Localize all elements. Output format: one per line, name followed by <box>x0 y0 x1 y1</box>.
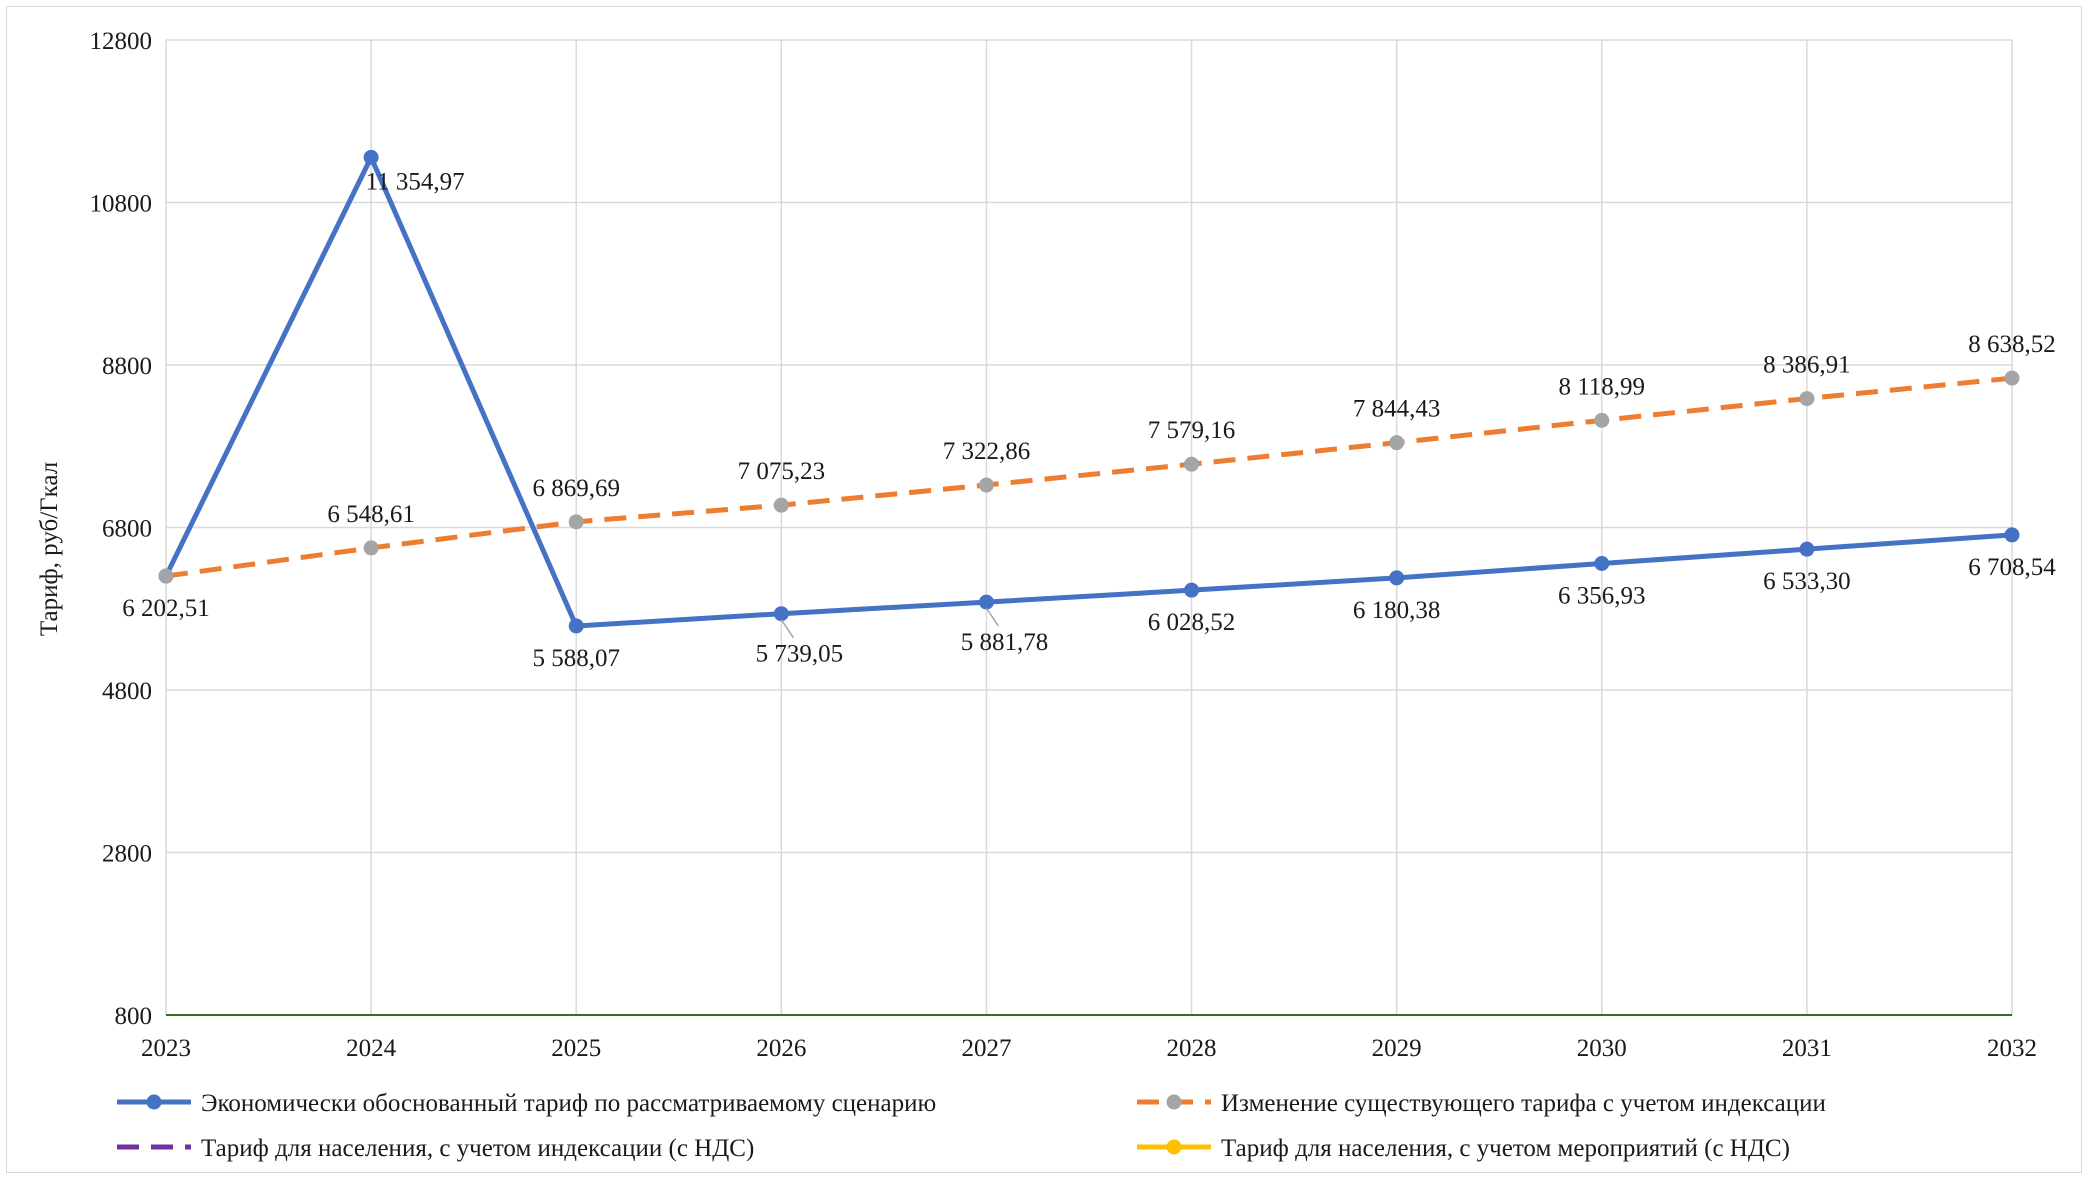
data-label: 7 322,86 <box>943 438 1031 465</box>
data-point <box>1389 435 1405 451</box>
data-label: 6 869,69 <box>532 475 620 502</box>
y-tick-label: 6800 <box>102 516 152 543</box>
data-labels: 6 202,51 11 354,97 5 588,07 5 739,05 5 881,7… <box>122 168 2056 672</box>
x-tick-label: 2027 <box>961 1035 1011 1062</box>
data-label: 6 028,52 <box>1148 609 1236 636</box>
data-point <box>1594 412 1610 428</box>
y-tick-label: 10800 <box>90 191 153 218</box>
series-line <box>165 375 2013 579</box>
data-label: 8 638,52 <box>1968 331 2056 358</box>
data-label: 7 844,43 <box>1353 396 1441 423</box>
x-tick-label: 2030 <box>1577 1035 1627 1062</box>
series-markers <box>158 149 2020 634</box>
data-label: 6 708,54 <box>1968 554 2056 581</box>
series-lines <box>163 154 2013 629</box>
data-point <box>158 568 174 584</box>
line-chart: 800 2800 4800 6800 8800 10800 12800 2023 2024 202… <box>36 28 2056 1162</box>
legend-label: Тариф для населения, с учетом индексации… <box>201 1135 754 1162</box>
data-label: 5 739,05 <box>756 641 844 668</box>
data-point <box>1184 582 1200 598</box>
data-point <box>363 540 379 556</box>
y-tick-label: 800 <box>115 1003 153 1030</box>
legend-item: Тариф для населения, с учетом индексации… <box>117 1135 754 1162</box>
data-point <box>773 606 789 622</box>
x-tick-label: 2023 <box>141 1035 191 1062</box>
legend-label: Экономически обоснованный тариф по рассм… <box>201 1090 936 1117</box>
data-label: 8 118,99 <box>1558 373 1645 400</box>
series-line <box>163 154 2013 629</box>
data-label: 6 533,30 <box>1763 568 1851 595</box>
data-label: 5 881,78 <box>961 629 1049 656</box>
legend-item: Изменение существующего тарифа с учетом … <box>1137 1090 1826 1117</box>
data-point <box>1799 541 1815 557</box>
data-point <box>773 497 789 513</box>
data-label: 6 202,51 <box>122 595 210 622</box>
data-point <box>363 149 379 165</box>
y-axis-title: Тариф, руб/Гкал <box>36 462 63 636</box>
x-tick-label: 2029 <box>1372 1035 1422 1062</box>
y-tick-label: 12800 <box>90 28 153 55</box>
x-tick-label: 2026 <box>756 1035 806 1062</box>
x-tick-label: 2025 <box>551 1035 601 1062</box>
legend-label: Изменение существующего тарифа с учетом … <box>1221 1090 1826 1117</box>
data-label: 6 180,38 <box>1353 597 1441 624</box>
legend-item: Экономически обоснованный тариф по рассм… <box>117 1090 936 1117</box>
data-label: 5 588,07 <box>532 645 620 672</box>
data-point <box>978 594 994 610</box>
data-point <box>2004 527 2020 543</box>
data-label: 6 356,93 <box>1558 582 1646 609</box>
x-tick-label: 2032 <box>1987 1035 2037 1062</box>
data-label: 6 548,61 <box>327 501 415 528</box>
data-point <box>568 514 584 530</box>
gridlines <box>165 39 2013 1015</box>
y-tick-label: 2800 <box>102 841 152 868</box>
data-label: 7 579,16 <box>1148 417 1236 444</box>
data-point <box>978 477 994 493</box>
data-label: 8 386,91 <box>1763 352 1851 379</box>
data-point <box>568 618 584 634</box>
legend-swatch-marker <box>1166 1094 1182 1110</box>
data-label: 7 075,23 <box>738 458 826 485</box>
legend-label: Тариф для населения, с учетом мероприяти… <box>1221 1135 1790 1162</box>
data-point <box>1799 391 1815 407</box>
x-tick-label: 2028 <box>1167 1035 1217 1062</box>
label-leader-line <box>985 607 1000 627</box>
legend-swatch-marker <box>146 1094 162 1110</box>
legend-item: Тариф для населения, с учетом мероприяти… <box>1137 1135 1790 1162</box>
x-tick-label: 2031 <box>1782 1035 1832 1062</box>
y-tick-label: 4800 <box>102 678 152 705</box>
chart-frame: 800 2800 4800 6800 8800 10800 12800 2023 2024 202… <box>6 6 2082 1173</box>
label-leader-line <box>780 619 794 639</box>
data-point <box>1389 570 1405 586</box>
data-point <box>1594 555 1610 571</box>
axes: 800 2800 4800 6800 8800 10800 12800 2023 2024 202… <box>90 28 2038 1062</box>
legend: Экономически обоснованный тариф по рассм… <box>117 1090 1826 1162</box>
legend-swatch-marker <box>1166 1139 1182 1155</box>
data-label: 11 354,97 <box>366 168 465 195</box>
data-point <box>2004 370 2020 386</box>
x-tick-label: 2024 <box>346 1035 397 1062</box>
data-point <box>1184 456 1200 472</box>
y-tick-label: 8800 <box>102 353 152 380</box>
